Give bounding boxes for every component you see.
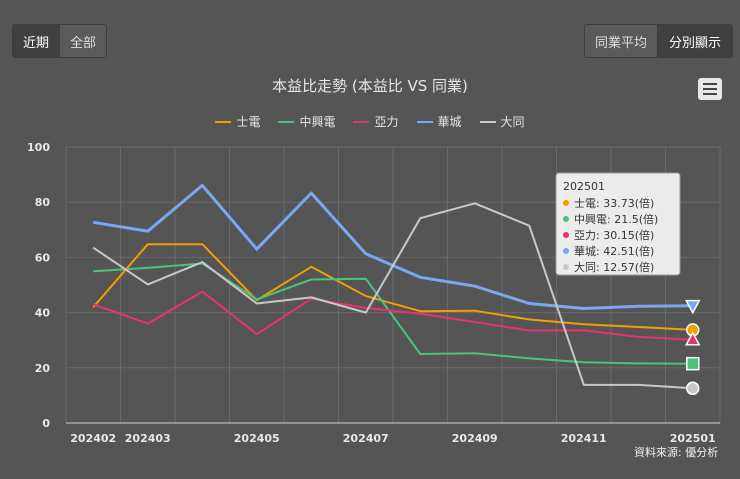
menu-icon — [703, 83, 717, 85]
tooltip-bullet — [563, 264, 569, 270]
legend-label: 中興電 — [299, 115, 336, 129]
data-source: 資料來源: 優分析 — [634, 446, 719, 459]
tooltip-box — [555, 172, 681, 276]
legend-item[interactable]: 亞力 — [353, 113, 399, 130]
series-line — [92, 202, 693, 390]
y-tick-label: 60 — [35, 251, 51, 264]
recent-button[interactable]: 近期 — [13, 25, 59, 57]
menu-icon — [703, 88, 717, 90]
legend-swatch — [278, 120, 295, 123]
data-point-marker — [684, 299, 701, 315]
x-tick-label: 202402 — [70, 432, 116, 445]
y-tick-label: 20 — [35, 362, 51, 375]
x-tick-label: 202405 — [234, 432, 280, 445]
legend-item[interactable]: 大同 — [479, 113, 525, 130]
series-line — [92, 243, 693, 331]
legend-item[interactable]: 士電 — [215, 113, 260, 130]
tooltip-row: 大同: 12.57(倍) — [574, 260, 654, 274]
legend-swatch — [479, 120, 496, 123]
legend-item[interactable]: 中興電 — [278, 113, 335, 130]
y-tick-label: 80 — [35, 196, 51, 209]
chart-menu-button[interactable] — [698, 78, 722, 100]
series-line — [93, 262, 693, 365]
legend-swatch — [215, 120, 232, 123]
chart-legend: 士電 中興電 亞力 華城 大同 — [0, 113, 740, 130]
tooltip-row: 亞力: 30.15(倍) — [574, 228, 654, 242]
y-tick-label: 40 — [35, 307, 51, 320]
period-toggle: 近期 全部 — [12, 24, 107, 58]
data-point-marker — [686, 323, 700, 337]
legend-label: 大同 — [500, 115, 525, 129]
tooltip-bullet — [563, 216, 569, 222]
series-line — [93, 183, 693, 310]
industry-average-button[interactable]: 同業平均 — [585, 25, 657, 57]
tooltip-bullet — [563, 200, 569, 206]
legend-swatch — [353, 120, 370, 123]
view-toggle: 同業平均 分別顯示 — [584, 24, 733, 58]
tooltip-row: 中興電: 21.5(倍) — [574, 212, 658, 226]
tooltip-bullet — [563, 232, 569, 238]
tooltip-header: 202501 — [563, 180, 605, 193]
x-tick-label: 202411 — [561, 432, 607, 445]
data-point-marker — [686, 356, 700, 371]
data-point-marker — [684, 331, 701, 346]
show-separately-button[interactable]: 分別顯示 — [657, 25, 732, 57]
menu-icon — [703, 93, 717, 95]
legend-item[interactable]: 華城 — [416, 113, 462, 130]
tooltip-bullet — [563, 248, 569, 254]
legend-label: 士電 — [236, 115, 261, 129]
legend-swatch — [416, 120, 433, 123]
y-tick-label: 100 — [27, 141, 50, 154]
x-tick-label: 202407 — [343, 432, 389, 445]
y-tick-label: 0 — [42, 417, 50, 430]
data-point-marker — [686, 381, 700, 396]
tooltip-row: 華城: 42.51(倍) — [574, 244, 654, 258]
legend-label: 華城 — [437, 115, 462, 129]
series-line — [92, 290, 693, 341]
tooltip-row: 士電: 33.73(倍) — [574, 196, 654, 210]
chart-title: 本益比走勢 (本益比 VS 同業) — [272, 77, 468, 95]
legend-label: 亞力 — [374, 115, 399, 129]
all-button[interactable]: 全部 — [59, 25, 106, 57]
x-tick-label: 202403 — [125, 432, 171, 445]
x-tick-label: 202409 — [452, 432, 498, 445]
